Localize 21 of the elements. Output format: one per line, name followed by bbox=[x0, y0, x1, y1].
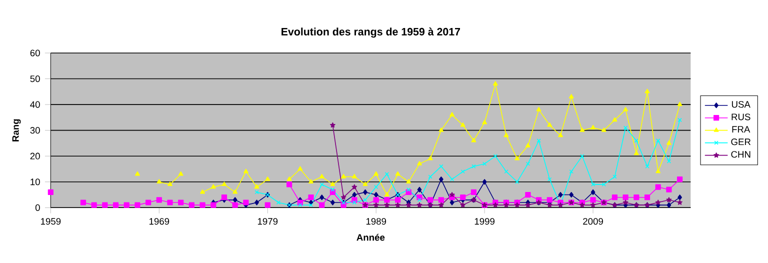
legend-label: RUS bbox=[732, 114, 750, 120]
x-tick-label: 1979 bbox=[258, 218, 278, 225]
y-tick-label: 0 bbox=[35, 204, 40, 211]
legend-label: GER bbox=[731, 138, 751, 146]
x-tick-label: 1989 bbox=[366, 218, 386, 225]
x-tick-label: 1959 bbox=[41, 218, 61, 225]
x-tick-label: 1969 bbox=[149, 218, 170, 225]
y-tick-label: 30 bbox=[30, 127, 40, 134]
chart-title: Evolution des rangs de 1959 à 2017 bbox=[282, 28, 460, 38]
legend-label: CHN bbox=[731, 151, 750, 158]
y-tick-label: 40 bbox=[30, 101, 40, 108]
x-axis-title: Année bbox=[356, 234, 385, 241]
x-tick-label: 2009 bbox=[583, 218, 603, 225]
y-axis-title: Rang bbox=[12, 119, 21, 142]
y-tick-label: 50 bbox=[30, 75, 40, 82]
y-tick-label: 60 bbox=[30, 50, 40, 56]
legend-label: FRA bbox=[732, 126, 750, 133]
x-tick-label: 1999 bbox=[474, 218, 494, 225]
legend-label: USA bbox=[732, 101, 750, 108]
y-tick-label: 20 bbox=[30, 152, 40, 160]
y-tick-label: 10 bbox=[30, 178, 40, 186]
